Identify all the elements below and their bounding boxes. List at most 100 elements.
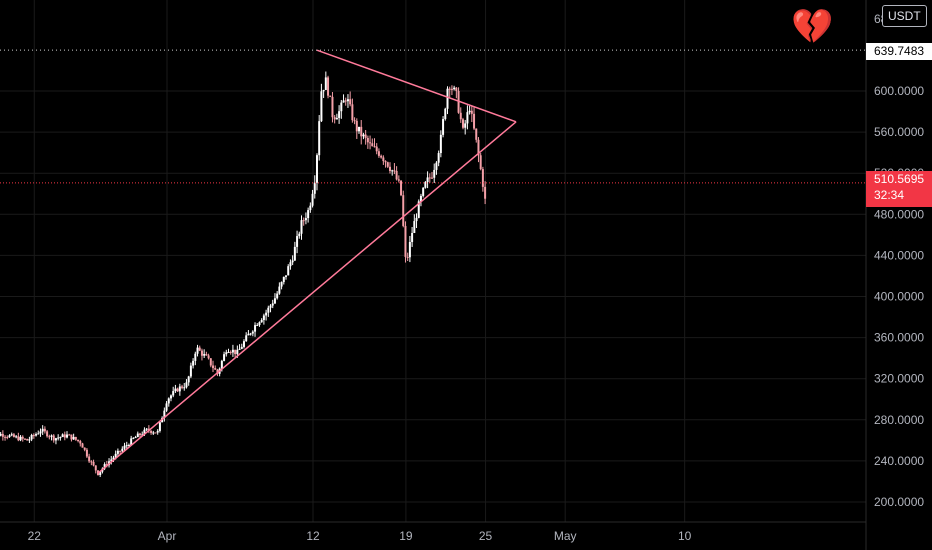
candle-body — [92, 461, 95, 466]
candle-body — [209, 358, 212, 366]
candle-body — [269, 305, 272, 308]
candle-body — [358, 126, 361, 132]
candle-body — [189, 365, 192, 377]
last-price-value: 510.5695 — [874, 172, 925, 186]
candle-body — [8, 435, 11, 438]
candle-body — [300, 220, 303, 234]
candle-body — [165, 403, 168, 411]
candle-body — [216, 369, 219, 374]
candle-body — [362, 134, 365, 137]
candlestick-series — [0, 71, 487, 478]
candle-body — [353, 120, 356, 122]
candle-body — [477, 139, 480, 156]
candle-body — [315, 155, 318, 183]
candle-body — [150, 430, 153, 433]
candle-body — [442, 119, 445, 135]
candle-body — [141, 434, 144, 436]
candle-body — [313, 182, 316, 194]
candle-body — [276, 293, 279, 299]
candle-body — [411, 232, 414, 242]
candle-body — [375, 146, 378, 152]
candle-body — [262, 315, 265, 321]
candle-body — [408, 241, 411, 258]
price-tick-label: 280.0000 — [874, 413, 924, 427]
candle-body — [298, 233, 301, 237]
candle-body — [388, 166, 391, 171]
candle-body — [402, 195, 405, 226]
candle-body — [242, 341, 245, 347]
time-tick-label: 12 — [306, 529, 320, 543]
candle-body — [349, 99, 352, 105]
candle-body — [225, 352, 228, 355]
candle-body — [63, 434, 66, 438]
candle-body — [50, 435, 53, 437]
candle-body — [94, 465, 97, 471]
candle-body — [444, 108, 447, 120]
candle-body — [48, 436, 51, 438]
candle-body — [229, 351, 232, 353]
price-tick-label: 440.0000 — [874, 248, 924, 262]
candle-body — [369, 142, 372, 144]
candle-body — [46, 431, 49, 437]
candle-body — [289, 262, 292, 267]
candle-body — [185, 382, 188, 388]
candle-body — [23, 438, 26, 440]
price-axis[interactable]: 200.0000 240.0000 280.0000 320.0000 360.0000… — [874, 12, 924, 509]
candle-body — [123, 445, 126, 449]
candle-body — [473, 113, 476, 129]
price-tick-label: 400.0000 — [874, 290, 924, 304]
candle-body — [37, 433, 40, 435]
candle-body — [338, 111, 341, 118]
candle-body — [475, 128, 478, 140]
candle-body — [344, 100, 347, 102]
candle-body — [196, 347, 199, 354]
candle-body — [227, 351, 230, 353]
candle-body — [30, 435, 33, 440]
candle-body — [393, 170, 396, 172]
candle-body — [231, 349, 234, 353]
candle-body — [57, 437, 60, 439]
candle-body — [287, 266, 290, 276]
price-tick-label: 480.0000 — [874, 207, 924, 221]
candle-body — [28, 439, 31, 441]
time-tick-label: 22 — [28, 529, 42, 543]
candle-body — [203, 353, 206, 356]
candle-body — [249, 333, 252, 335]
candle-body — [384, 161, 387, 163]
candle-body — [371, 143, 374, 147]
candle-body — [415, 217, 418, 222]
candle-body — [285, 275, 288, 277]
candle-body — [121, 448, 124, 452]
candle-body — [377, 151, 380, 156]
currency-selector[interactable]: USDT — [882, 5, 927, 27]
time-tick-label: 19 — [399, 529, 413, 543]
time-tick-label: May — [554, 529, 577, 543]
candle-body — [320, 91, 323, 122]
candle-body — [32, 435, 35, 437]
candle-body — [1, 433, 4, 437]
candle-body — [127, 444, 130, 446]
candle-body — [484, 186, 487, 199]
candle-body — [391, 170, 394, 172]
candle-body — [327, 77, 330, 96]
candle-body — [125, 445, 128, 447]
candle-body — [174, 388, 177, 392]
price-tick-label: 600.0000 — [874, 84, 924, 98]
candle-body — [223, 354, 226, 361]
candle-body — [466, 112, 469, 124]
candle-body — [245, 335, 248, 342]
candle-body — [59, 437, 62, 439]
candle-body — [176, 388, 179, 392]
candle-body — [234, 349, 237, 355]
candle-body — [435, 162, 438, 170]
time-axis[interactable]: 22 Apr 12 19 25 May 10 — [28, 529, 692, 543]
candle-body — [158, 422, 161, 431]
candle-body — [360, 126, 363, 137]
candle-body — [145, 428, 148, 430]
price-tick-label: 360.0000 — [874, 331, 924, 345]
candle-body — [296, 236, 299, 247]
candle-body — [424, 182, 427, 188]
candle-body — [479, 155, 482, 170]
candle-body — [207, 355, 210, 359]
